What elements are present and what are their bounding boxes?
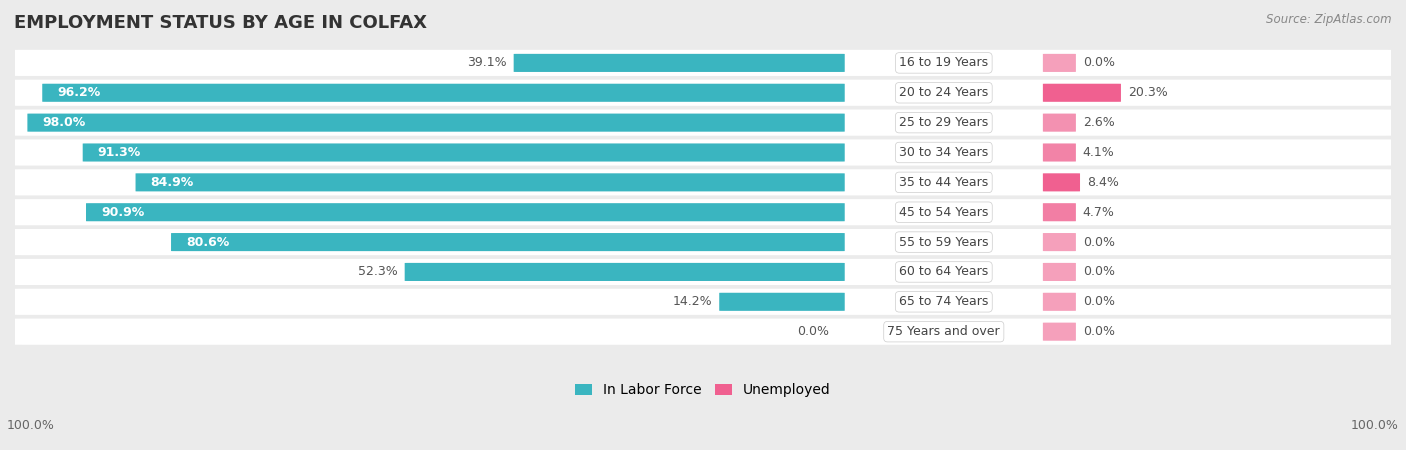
FancyBboxPatch shape xyxy=(720,293,845,311)
FancyBboxPatch shape xyxy=(135,173,845,191)
Text: 75 Years and over: 75 Years and over xyxy=(887,325,1000,338)
FancyBboxPatch shape xyxy=(172,233,845,251)
Text: 0.0%: 0.0% xyxy=(1083,236,1115,248)
FancyBboxPatch shape xyxy=(1043,263,1076,281)
FancyBboxPatch shape xyxy=(11,259,1395,285)
FancyBboxPatch shape xyxy=(405,263,845,281)
Text: 84.9%: 84.9% xyxy=(150,176,194,189)
FancyBboxPatch shape xyxy=(11,319,1395,345)
Text: 91.3%: 91.3% xyxy=(98,146,141,159)
Text: 20.3%: 20.3% xyxy=(1128,86,1167,99)
Text: 90.9%: 90.9% xyxy=(101,206,145,219)
FancyBboxPatch shape xyxy=(1043,233,1076,251)
Text: 20 to 24 Years: 20 to 24 Years xyxy=(900,86,988,99)
FancyBboxPatch shape xyxy=(1043,84,1121,102)
FancyBboxPatch shape xyxy=(1043,54,1076,72)
FancyBboxPatch shape xyxy=(27,113,845,132)
Text: 45 to 54 Years: 45 to 54 Years xyxy=(898,206,988,219)
Text: 8.4%: 8.4% xyxy=(1087,176,1119,189)
Text: 0.0%: 0.0% xyxy=(797,325,830,338)
FancyBboxPatch shape xyxy=(86,203,845,221)
FancyBboxPatch shape xyxy=(11,199,1395,225)
FancyBboxPatch shape xyxy=(1043,323,1076,341)
Text: 0.0%: 0.0% xyxy=(1083,325,1115,338)
FancyBboxPatch shape xyxy=(1043,173,1080,191)
Text: EMPLOYMENT STATUS BY AGE IN COLFAX: EMPLOYMENT STATUS BY AGE IN COLFAX xyxy=(14,14,427,32)
FancyBboxPatch shape xyxy=(11,50,1395,76)
Text: 16 to 19 Years: 16 to 19 Years xyxy=(900,56,988,69)
FancyBboxPatch shape xyxy=(42,84,845,102)
FancyBboxPatch shape xyxy=(11,80,1395,106)
Text: 4.1%: 4.1% xyxy=(1083,146,1115,159)
FancyBboxPatch shape xyxy=(1043,293,1076,311)
FancyBboxPatch shape xyxy=(11,289,1395,315)
Text: 35 to 44 Years: 35 to 44 Years xyxy=(900,176,988,189)
Text: 96.2%: 96.2% xyxy=(58,86,101,99)
FancyBboxPatch shape xyxy=(1043,144,1076,162)
Text: 80.6%: 80.6% xyxy=(186,236,229,248)
Text: 0.0%: 0.0% xyxy=(1083,295,1115,308)
FancyBboxPatch shape xyxy=(11,169,1395,195)
Text: 30 to 34 Years: 30 to 34 Years xyxy=(900,146,988,159)
Text: 100.0%: 100.0% xyxy=(1351,419,1399,432)
Text: 2.6%: 2.6% xyxy=(1083,116,1115,129)
Text: 0.0%: 0.0% xyxy=(1083,56,1115,69)
Legend: In Labor Force, Unemployed: In Labor Force, Unemployed xyxy=(571,379,835,401)
Text: 65 to 74 Years: 65 to 74 Years xyxy=(898,295,988,308)
Text: 100.0%: 100.0% xyxy=(7,419,55,432)
FancyBboxPatch shape xyxy=(83,144,845,162)
Text: 4.7%: 4.7% xyxy=(1083,206,1115,219)
FancyBboxPatch shape xyxy=(1043,113,1076,132)
Text: 60 to 64 Years: 60 to 64 Years xyxy=(900,266,988,279)
Text: 55 to 59 Years: 55 to 59 Years xyxy=(898,236,988,248)
Text: 25 to 29 Years: 25 to 29 Years xyxy=(900,116,988,129)
FancyBboxPatch shape xyxy=(11,229,1395,255)
FancyBboxPatch shape xyxy=(1043,203,1076,221)
FancyBboxPatch shape xyxy=(513,54,845,72)
Text: 39.1%: 39.1% xyxy=(467,56,506,69)
Text: 14.2%: 14.2% xyxy=(672,295,713,308)
FancyBboxPatch shape xyxy=(11,140,1395,166)
Text: 52.3%: 52.3% xyxy=(359,266,398,279)
Text: Source: ZipAtlas.com: Source: ZipAtlas.com xyxy=(1267,14,1392,27)
Text: 98.0%: 98.0% xyxy=(42,116,86,129)
Text: 0.0%: 0.0% xyxy=(1083,266,1115,279)
FancyBboxPatch shape xyxy=(11,109,1395,136)
